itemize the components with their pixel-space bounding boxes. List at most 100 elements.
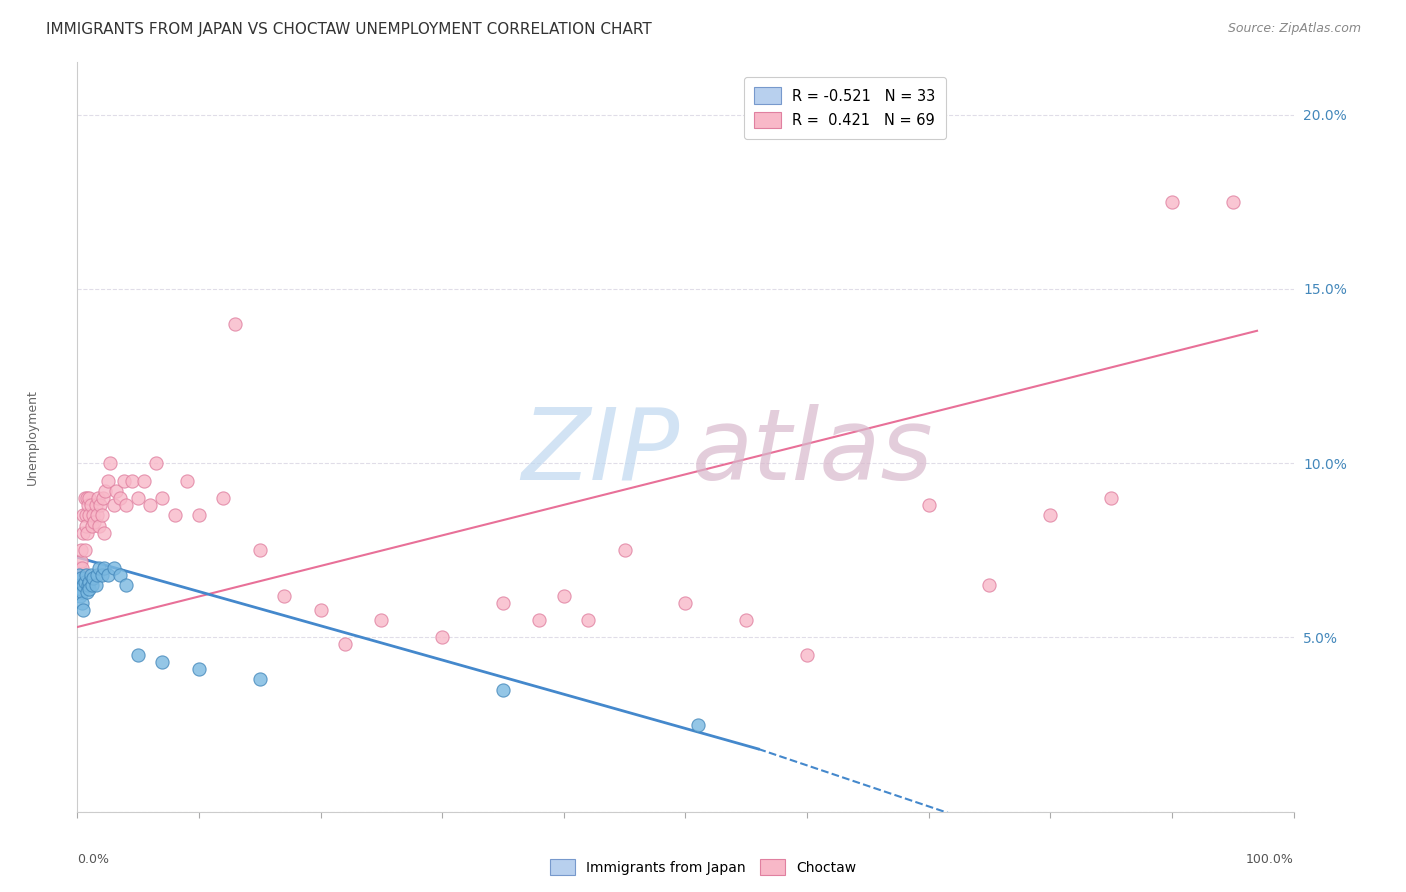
Point [93, 561, 115, 575]
Point [70, 585, 93, 599]
Point [134, 474, 156, 488]
Text: ZIP: ZIP [522, 403, 679, 500]
Point [70, 578, 93, 592]
Point [83, 516, 105, 530]
Point [89, 561, 111, 575]
Point [108, 491, 131, 505]
Point [1039, 508, 1062, 523]
Point [430, 631, 453, 645]
Point [80, 567, 103, 582]
Point [70, 582, 93, 596]
Point [69, 567, 91, 582]
Point [69, 561, 91, 575]
Point [93, 525, 115, 540]
Legend: Immigrants from Japan, Choctaw: Immigrants from Japan, Choctaw [544, 854, 862, 880]
Point [94, 484, 117, 499]
Point [103, 498, 125, 512]
Point [82, 571, 104, 585]
Point [72, 602, 94, 616]
Text: 100.0%: 100.0% [1246, 853, 1294, 866]
Point [67, 578, 90, 592]
Point [80, 498, 103, 512]
Point [82, 508, 104, 523]
Point [87, 491, 110, 505]
Point [1161, 194, 1184, 209]
Point [76, 585, 98, 599]
Point [176, 474, 198, 488]
Point [75, 567, 97, 582]
Point [108, 567, 131, 582]
Point [613, 543, 636, 558]
Point [84, 498, 107, 512]
Point [84, 578, 107, 592]
Point [188, 508, 211, 523]
Point [70, 554, 93, 568]
Point [97, 567, 120, 582]
Point [492, 596, 515, 610]
Point [86, 567, 108, 582]
Point [72, 578, 94, 592]
Point [70, 596, 93, 610]
Text: 0.0%: 0.0% [77, 853, 110, 866]
Point [212, 491, 235, 505]
Point [75, 508, 97, 523]
Point [796, 648, 818, 662]
Point [69, 589, 91, 603]
Point [249, 543, 271, 558]
Point [333, 637, 356, 651]
Text: atlas: atlas [692, 403, 934, 500]
Point [492, 682, 515, 697]
Point [121, 474, 143, 488]
Point [735, 613, 758, 627]
Point [98, 456, 121, 470]
Point [152, 491, 174, 505]
Point [115, 578, 138, 592]
Point [70, 561, 93, 575]
Point [77, 578, 100, 592]
Point [979, 578, 1001, 592]
Point [249, 673, 271, 687]
Point [553, 589, 575, 603]
Point [127, 491, 149, 505]
Point [188, 662, 211, 676]
Point [80, 519, 103, 533]
Point [77, 498, 100, 512]
Point [73, 491, 96, 505]
Point [69, 578, 91, 592]
Point [127, 648, 149, 662]
Point [576, 613, 599, 627]
Point [163, 508, 186, 523]
Point [76, 525, 98, 540]
Point [70, 543, 93, 558]
Point [79, 508, 101, 523]
Point [86, 508, 108, 523]
Point [273, 589, 295, 603]
Point [97, 474, 120, 488]
Point [145, 456, 167, 470]
Point [918, 498, 941, 512]
Point [89, 498, 111, 512]
Text: Source: ZipAtlas.com: Source: ZipAtlas.com [1227, 22, 1361, 36]
Point [1099, 491, 1122, 505]
Point [1222, 194, 1244, 209]
Point [115, 498, 138, 512]
Point [90, 508, 112, 523]
Point [75, 519, 97, 533]
Point [686, 717, 709, 731]
Point [73, 543, 96, 558]
Point [72, 508, 94, 523]
Point [675, 596, 697, 610]
Point [370, 613, 392, 627]
Point [152, 655, 174, 669]
Legend: R = -0.521   N = 33, R =  0.421   N = 69: R = -0.521 N = 33, R = 0.421 N = 69 [744, 78, 946, 138]
Point [67, 567, 90, 582]
Point [529, 613, 551, 627]
Y-axis label: Unemployment: Unemployment [25, 389, 38, 485]
Point [70, 571, 93, 585]
Point [72, 525, 94, 540]
Point [309, 602, 332, 616]
Point [91, 491, 114, 505]
Point [79, 582, 101, 596]
Point [79, 491, 101, 505]
Point [89, 519, 111, 533]
